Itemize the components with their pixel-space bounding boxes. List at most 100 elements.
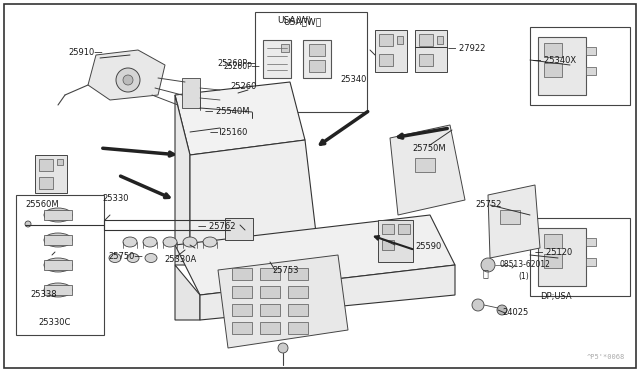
Text: — 25160: — 25160 (210, 128, 248, 137)
Bar (57, 159, 63, 165)
Text: 25338: 25338 (30, 290, 56, 299)
Polygon shape (488, 185, 540, 258)
Text: — 25340X: — 25340X (533, 56, 576, 65)
Text: 25753: 25753 (272, 266, 298, 275)
Circle shape (472, 299, 484, 311)
Bar (39, 159, 53, 171)
Text: 25752: 25752 (475, 200, 501, 209)
Bar (281, 44, 289, 52)
Text: — 27922: — 27922 (448, 44, 485, 53)
Bar (44, 260, 72, 270)
Ellipse shape (44, 233, 72, 247)
Polygon shape (175, 215, 455, 295)
Polygon shape (218, 255, 348, 348)
Bar (544, 234, 562, 248)
Bar (586, 258, 596, 266)
Bar (232, 304, 252, 316)
Ellipse shape (163, 237, 177, 247)
Polygon shape (390, 125, 465, 215)
Bar (182, 78, 200, 108)
Bar (544, 254, 562, 268)
Bar (260, 268, 280, 280)
Bar (437, 36, 443, 44)
Bar (255, 12, 367, 112)
Text: ^P5'*0068: ^P5'*0068 (587, 354, 625, 360)
Text: USA⟨W⟩: USA⟨W⟩ (277, 16, 312, 25)
Circle shape (481, 258, 495, 272)
Text: 25750M: 25750M (412, 144, 445, 153)
Bar (260, 286, 280, 298)
Polygon shape (175, 95, 190, 265)
Bar (382, 240, 394, 250)
Bar (309, 60, 325, 72)
Bar (44, 210, 72, 220)
Ellipse shape (145, 253, 157, 263)
Bar (382, 224, 394, 234)
Bar (263, 40, 291, 78)
Text: DP;USA: DP;USA (540, 292, 572, 301)
Bar (544, 43, 562, 57)
Ellipse shape (203, 237, 217, 247)
Text: 08513-62012: 08513-62012 (500, 260, 551, 269)
Bar (586, 67, 596, 75)
Bar (39, 177, 53, 189)
Bar (586, 47, 596, 55)
Circle shape (116, 68, 140, 92)
Bar (586, 238, 596, 246)
Bar (379, 34, 393, 46)
Text: 25330: 25330 (102, 194, 129, 203)
Bar (419, 34, 433, 46)
Text: Ⓢ: Ⓢ (483, 268, 489, 278)
Bar (309, 44, 325, 56)
Ellipse shape (143, 237, 157, 247)
Bar (398, 224, 410, 234)
Circle shape (497, 305, 507, 315)
Polygon shape (175, 265, 200, 320)
Text: 25260: 25260 (230, 82, 257, 91)
Ellipse shape (44, 258, 72, 272)
Circle shape (123, 75, 133, 85)
Text: 25340: 25340 (340, 75, 366, 84)
Bar (260, 322, 280, 334)
Bar (375, 30, 407, 72)
Text: 25750—: 25750— (108, 252, 143, 261)
Text: 25330C: 25330C (38, 318, 70, 327)
Bar (44, 235, 72, 245)
Bar (232, 268, 252, 280)
Bar (232, 322, 252, 334)
Text: — 25120: — 25120 (535, 248, 572, 257)
Bar (44, 285, 72, 295)
Bar (16, 195, 104, 335)
Bar (288, 286, 308, 298)
Text: — 25540M: — 25540M (205, 107, 250, 116)
Bar (288, 322, 308, 334)
Text: 25330A: 25330A (164, 255, 196, 264)
Ellipse shape (109, 253, 121, 263)
Ellipse shape (183, 237, 197, 247)
Text: — 25762: — 25762 (198, 222, 236, 231)
Circle shape (278, 343, 288, 353)
Bar (35, 155, 67, 193)
Bar (225, 218, 253, 240)
Bar (415, 30, 447, 72)
Bar (260, 304, 280, 316)
Bar (544, 63, 562, 77)
Ellipse shape (44, 208, 72, 222)
Text: 25260P―: 25260P― (223, 62, 259, 71)
Polygon shape (190, 140, 318, 265)
Text: 25260P―: 25260P― (217, 59, 255, 68)
Ellipse shape (123, 237, 137, 247)
Text: 25590: 25590 (415, 242, 441, 251)
Bar (303, 40, 331, 78)
Polygon shape (88, 50, 165, 100)
Polygon shape (175, 82, 305, 155)
Ellipse shape (127, 253, 139, 263)
Bar (415, 158, 435, 172)
Bar (419, 54, 433, 66)
Ellipse shape (44, 283, 72, 297)
Bar (530, 218, 630, 296)
Text: 25560M: 25560M (25, 200, 59, 209)
Text: 24025: 24025 (502, 308, 528, 317)
Bar (288, 268, 308, 280)
Circle shape (25, 221, 31, 227)
